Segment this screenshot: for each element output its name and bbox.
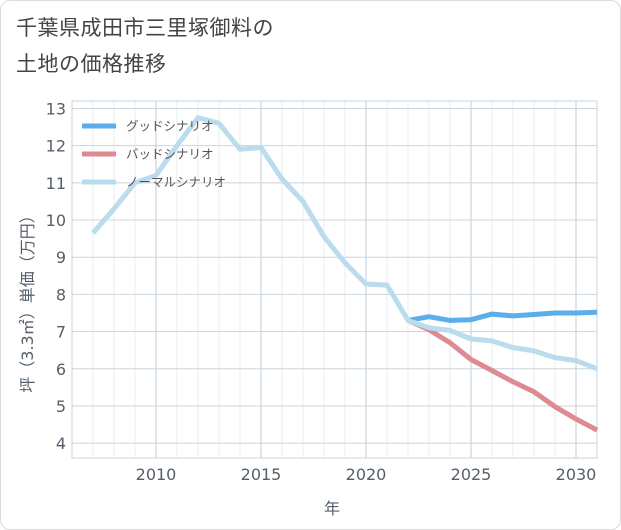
y-tick-label: 6: [56, 360, 66, 379]
series-lines: [91, 115, 599, 433]
y-tick-label: 12: [46, 137, 66, 156]
chart-title: 千葉県成田市三里塚御料の 土地の価格推移: [16, 10, 436, 82]
grid-lines: [71, 100, 598, 459]
x-axis-label: 年: [324, 499, 340, 518]
y-tick-label: 10: [46, 211, 66, 230]
legend-label-bad: バッドシナリオ: [126, 147, 214, 162]
x-tick-label: 2010: [136, 465, 177, 484]
series-line-normal: [91, 115, 598, 372]
y-axis-label: 坪（3.3㎡）単価（万円）: [18, 207, 37, 392]
legend-label-good: グッドシナリオ: [126, 119, 214, 134]
chart-title-line-1: 千葉県成田市三里塚御料の: [16, 16, 274, 40]
y-tick-label: 13: [46, 99, 66, 118]
y-tick-label: 9: [56, 248, 66, 267]
y-tick-label: 7: [56, 323, 66, 342]
series-line-bad: [406, 318, 599, 433]
y-tick-label: 4: [56, 434, 66, 453]
x-tick-label: 2030: [556, 465, 597, 484]
chart-title-line-2: 土地の価格推移: [16, 52, 167, 76]
x-tick-label: 2025: [451, 465, 492, 484]
legend-label-normal: ノーマルシナリオ: [126, 175, 226, 190]
x-tick-label: 2020: [346, 465, 387, 484]
y-tick-label: 11: [46, 174, 66, 193]
series-line-good: [407, 309, 598, 323]
y-tick-label: 8: [56, 285, 66, 304]
y-tick-label: 5: [56, 397, 66, 416]
axis-ticks: 2010 2015 2020 2025 2030 4 5 6 7 8 9 10 11 12 13: [46, 99, 597, 484]
x-tick-label: 2015: [241, 465, 282, 484]
